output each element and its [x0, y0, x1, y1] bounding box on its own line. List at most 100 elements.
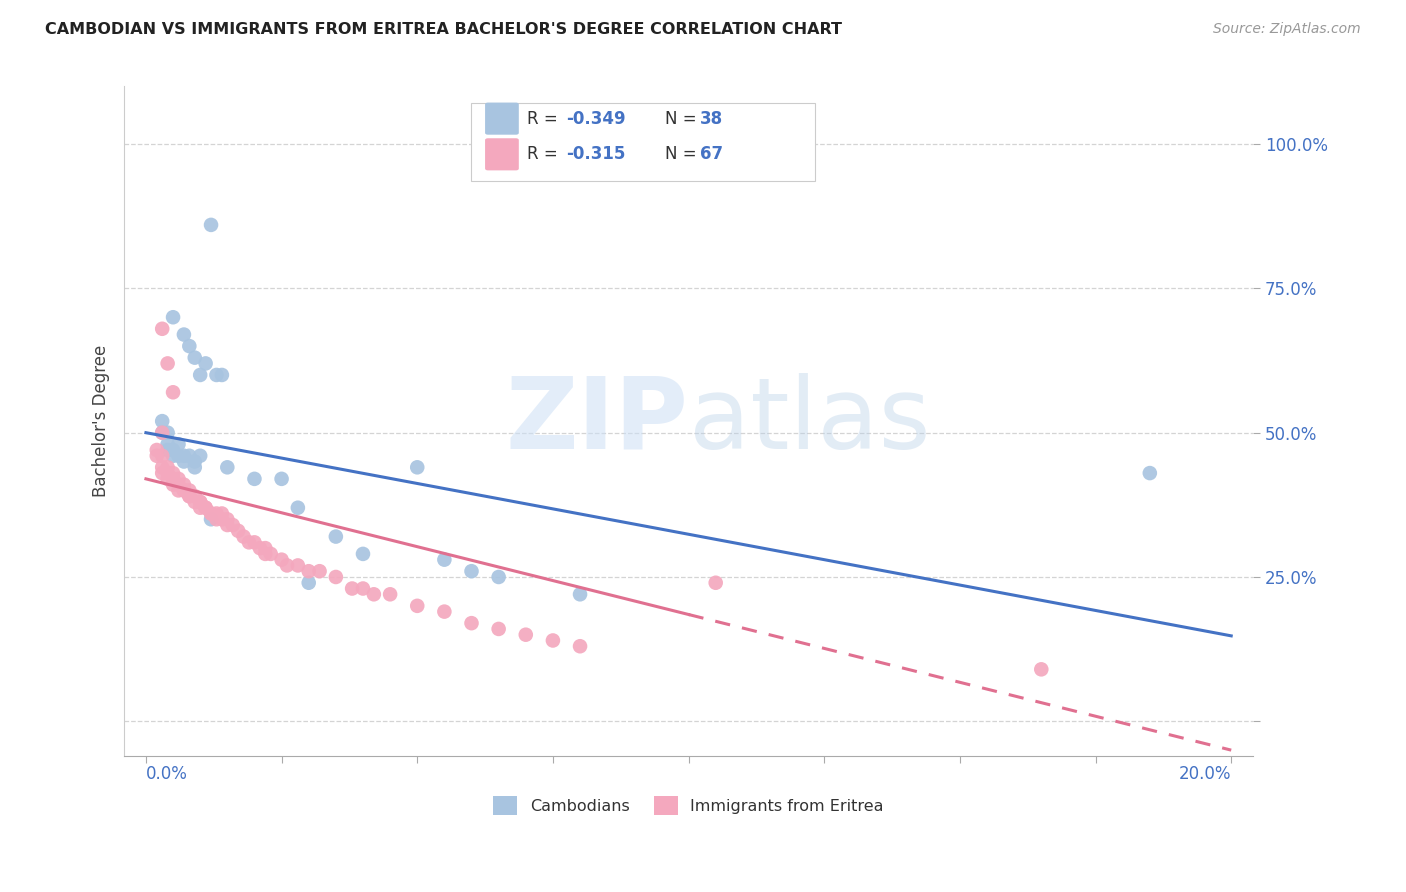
Point — [179, 489, 201, 503]
Text: Source: ZipAtlas.com: Source: ZipAtlas.com — [1213, 22, 1361, 37]
Point — [156, 425, 179, 440]
Point — [162, 442, 184, 457]
Point — [249, 541, 271, 555]
Point — [167, 477, 190, 491]
Point — [433, 552, 456, 566]
Point — [217, 518, 239, 533]
Text: 38: 38 — [700, 110, 723, 128]
Text: 67: 67 — [700, 145, 723, 163]
Text: 20.0%: 20.0% — [1178, 764, 1232, 782]
Point — [188, 449, 211, 463]
Text: CAMBODIAN VS IMMIGRANTS FROM ERITREA BACHELOR'S DEGREE CORRELATION CHART: CAMBODIAN VS IMMIGRANTS FROM ERITREA BAC… — [45, 22, 842, 37]
Point — [188, 368, 211, 382]
Y-axis label: Bachelor's Degree: Bachelor's Degree — [93, 345, 110, 497]
Point — [194, 500, 217, 515]
Point — [704, 575, 727, 590]
Text: N =: N = — [665, 110, 702, 128]
Point — [406, 599, 429, 613]
Point — [217, 512, 239, 526]
Text: R =: R = — [527, 110, 564, 128]
Point — [352, 582, 374, 596]
Point — [156, 437, 179, 451]
Point — [243, 535, 266, 549]
Point — [211, 507, 233, 521]
Point — [162, 477, 184, 491]
Point — [173, 327, 195, 342]
Legend: Cambodians, Immigrants from Eritrea: Cambodians, Immigrants from Eritrea — [486, 789, 890, 822]
Text: ZIP: ZIP — [506, 373, 689, 469]
Point — [1031, 662, 1053, 676]
Point — [1139, 466, 1161, 480]
Point — [515, 628, 537, 642]
Point — [254, 541, 277, 555]
Point — [460, 616, 482, 631]
Point — [325, 570, 347, 584]
Point — [226, 524, 249, 538]
Point — [340, 582, 363, 596]
Point — [232, 530, 254, 544]
Point — [167, 483, 190, 498]
Point — [184, 495, 207, 509]
Point — [488, 622, 510, 636]
Point — [156, 466, 179, 480]
Point — [352, 547, 374, 561]
Point — [200, 218, 222, 232]
Point — [194, 500, 217, 515]
Text: R =: R = — [527, 145, 564, 163]
Point — [162, 472, 184, 486]
Point — [188, 495, 211, 509]
Point — [173, 449, 195, 463]
Point — [298, 575, 321, 590]
Point — [184, 460, 207, 475]
Point — [276, 558, 298, 573]
Point — [156, 356, 179, 370]
Point — [184, 351, 207, 365]
Text: 0.0%: 0.0% — [146, 764, 188, 782]
Point — [167, 449, 190, 463]
Point — [156, 460, 179, 475]
Point — [184, 489, 207, 503]
Point — [150, 414, 173, 428]
Point — [150, 425, 173, 440]
Point — [146, 442, 169, 457]
Point — [179, 449, 201, 463]
Point — [211, 368, 233, 382]
Point — [188, 500, 211, 515]
Point — [541, 633, 564, 648]
Point — [205, 368, 228, 382]
Point — [200, 507, 222, 521]
Point — [146, 449, 169, 463]
Point — [488, 570, 510, 584]
Point — [211, 512, 233, 526]
Point — [238, 535, 260, 549]
Point — [460, 564, 482, 578]
Point — [150, 449, 173, 463]
Point — [150, 322, 173, 336]
Point — [173, 483, 195, 498]
Point — [270, 552, 292, 566]
Text: N =: N = — [665, 145, 702, 163]
Point — [569, 639, 592, 653]
Point — [188, 495, 211, 509]
Point — [270, 472, 292, 486]
Point — [162, 385, 184, 400]
Point — [298, 564, 321, 578]
Point — [184, 454, 207, 468]
Point — [205, 507, 228, 521]
Point — [200, 507, 222, 521]
Point — [325, 530, 347, 544]
Point — [173, 454, 195, 468]
Point — [406, 460, 429, 475]
Point — [179, 483, 201, 498]
Point — [173, 483, 195, 498]
Point — [173, 477, 195, 491]
Point — [260, 547, 283, 561]
Text: -0.349: -0.349 — [567, 110, 626, 128]
Point — [254, 547, 277, 561]
Point — [179, 489, 201, 503]
Point — [308, 564, 330, 578]
Point — [205, 512, 228, 526]
Point — [162, 310, 184, 325]
Point — [179, 339, 201, 353]
Point — [569, 587, 592, 601]
